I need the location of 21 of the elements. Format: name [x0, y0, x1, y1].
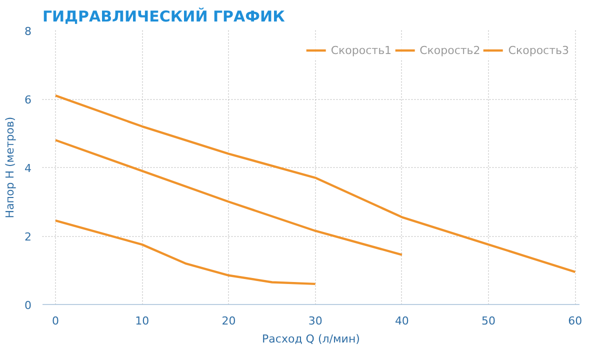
y-tick-label: 6: [24, 94, 32, 106]
chart-title: ГИДРАВЛИЧЕСКИЙ ГРАФИК: [42, 8, 286, 26]
x-tick-label: 50: [482, 314, 496, 328]
line-series: [54, 94, 576, 274]
legend-label: Скорость1: [330, 44, 392, 56]
x-tick-label: 0: [52, 314, 59, 328]
x-tick-label: 40: [394, 314, 409, 328]
y-tick-label: 4: [24, 162, 32, 175]
x-tick-label: 30: [308, 314, 322, 328]
y-axis-title: Напор Н (метров): [4, 116, 16, 218]
x-axis-title: Расход Q (л/мин): [262, 332, 360, 346]
x-tick-label: 10: [135, 314, 150, 328]
x-tick-label: 20: [222, 314, 236, 328]
line-series: [54, 139, 404, 256]
y-tick-label: 8: [24, 25, 32, 38]
x-tick-label: 60: [568, 314, 582, 328]
y-tick-label: 2: [24, 230, 32, 244]
legend-label: Скорость3: [508, 44, 569, 56]
y-tick-label: 0: [24, 299, 32, 312]
line-series: [54, 219, 316, 286]
legend-label: Скорость2: [420, 44, 480, 56]
